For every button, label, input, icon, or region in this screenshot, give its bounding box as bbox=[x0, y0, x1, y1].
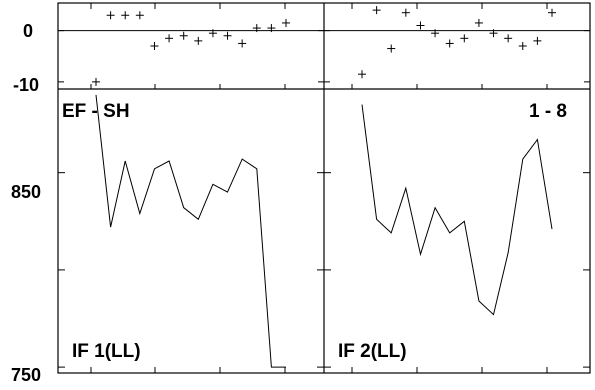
residual-point bbox=[238, 39, 247, 48]
corner-label-left: EF - SH bbox=[62, 101, 130, 122]
residual-point bbox=[372, 6, 381, 15]
residual-point bbox=[489, 29, 498, 38]
series-line bbox=[361, 104, 553, 316]
residual-point bbox=[208, 29, 217, 38]
corner-label-right: 1 - 8 bbox=[529, 101, 567, 122]
residual-point bbox=[533, 36, 542, 45]
residual-point bbox=[401, 8, 410, 17]
residual-point bbox=[106, 11, 115, 20]
residual-point bbox=[194, 36, 203, 45]
residual-point bbox=[548, 8, 556, 17]
panel-label-left: IF 1(LL) bbox=[72, 341, 141, 362]
residual-point bbox=[179, 31, 188, 40]
series-line bbox=[95, 94, 286, 368]
residual-point bbox=[150, 42, 159, 50]
residual-point bbox=[223, 31, 232, 40]
data-marks bbox=[92, 6, 556, 368]
y-tick-label-res-neg10: -10 bbox=[13, 75, 39, 95]
residual-point bbox=[165, 34, 174, 43]
residual-point bbox=[121, 11, 130, 20]
residual-point bbox=[504, 34, 513, 43]
residual-point bbox=[387, 44, 396, 53]
y-tick-label-850: 850 bbox=[11, 182, 41, 202]
panel-frames bbox=[57, 2, 591, 374]
y-tick-label-750: 750 bbox=[11, 365, 41, 385]
panel-label-right: IF 2(LL) bbox=[338, 341, 407, 362]
residual-point bbox=[358, 70, 366, 79]
residual-point bbox=[282, 18, 290, 27]
residual-point bbox=[431, 29, 440, 38]
residual-point bbox=[518, 42, 527, 50]
residual-point bbox=[474, 18, 483, 27]
y-tick-label-res-0: 0 bbox=[23, 21, 33, 41]
residual-point bbox=[252, 24, 261, 33]
residual-point bbox=[267, 24, 276, 33]
residual-point bbox=[135, 11, 144, 20]
residual-point bbox=[460, 34, 469, 43]
residual-point bbox=[445, 39, 454, 48]
residual-point bbox=[416, 21, 425, 30]
residual-point bbox=[92, 77, 100, 86]
